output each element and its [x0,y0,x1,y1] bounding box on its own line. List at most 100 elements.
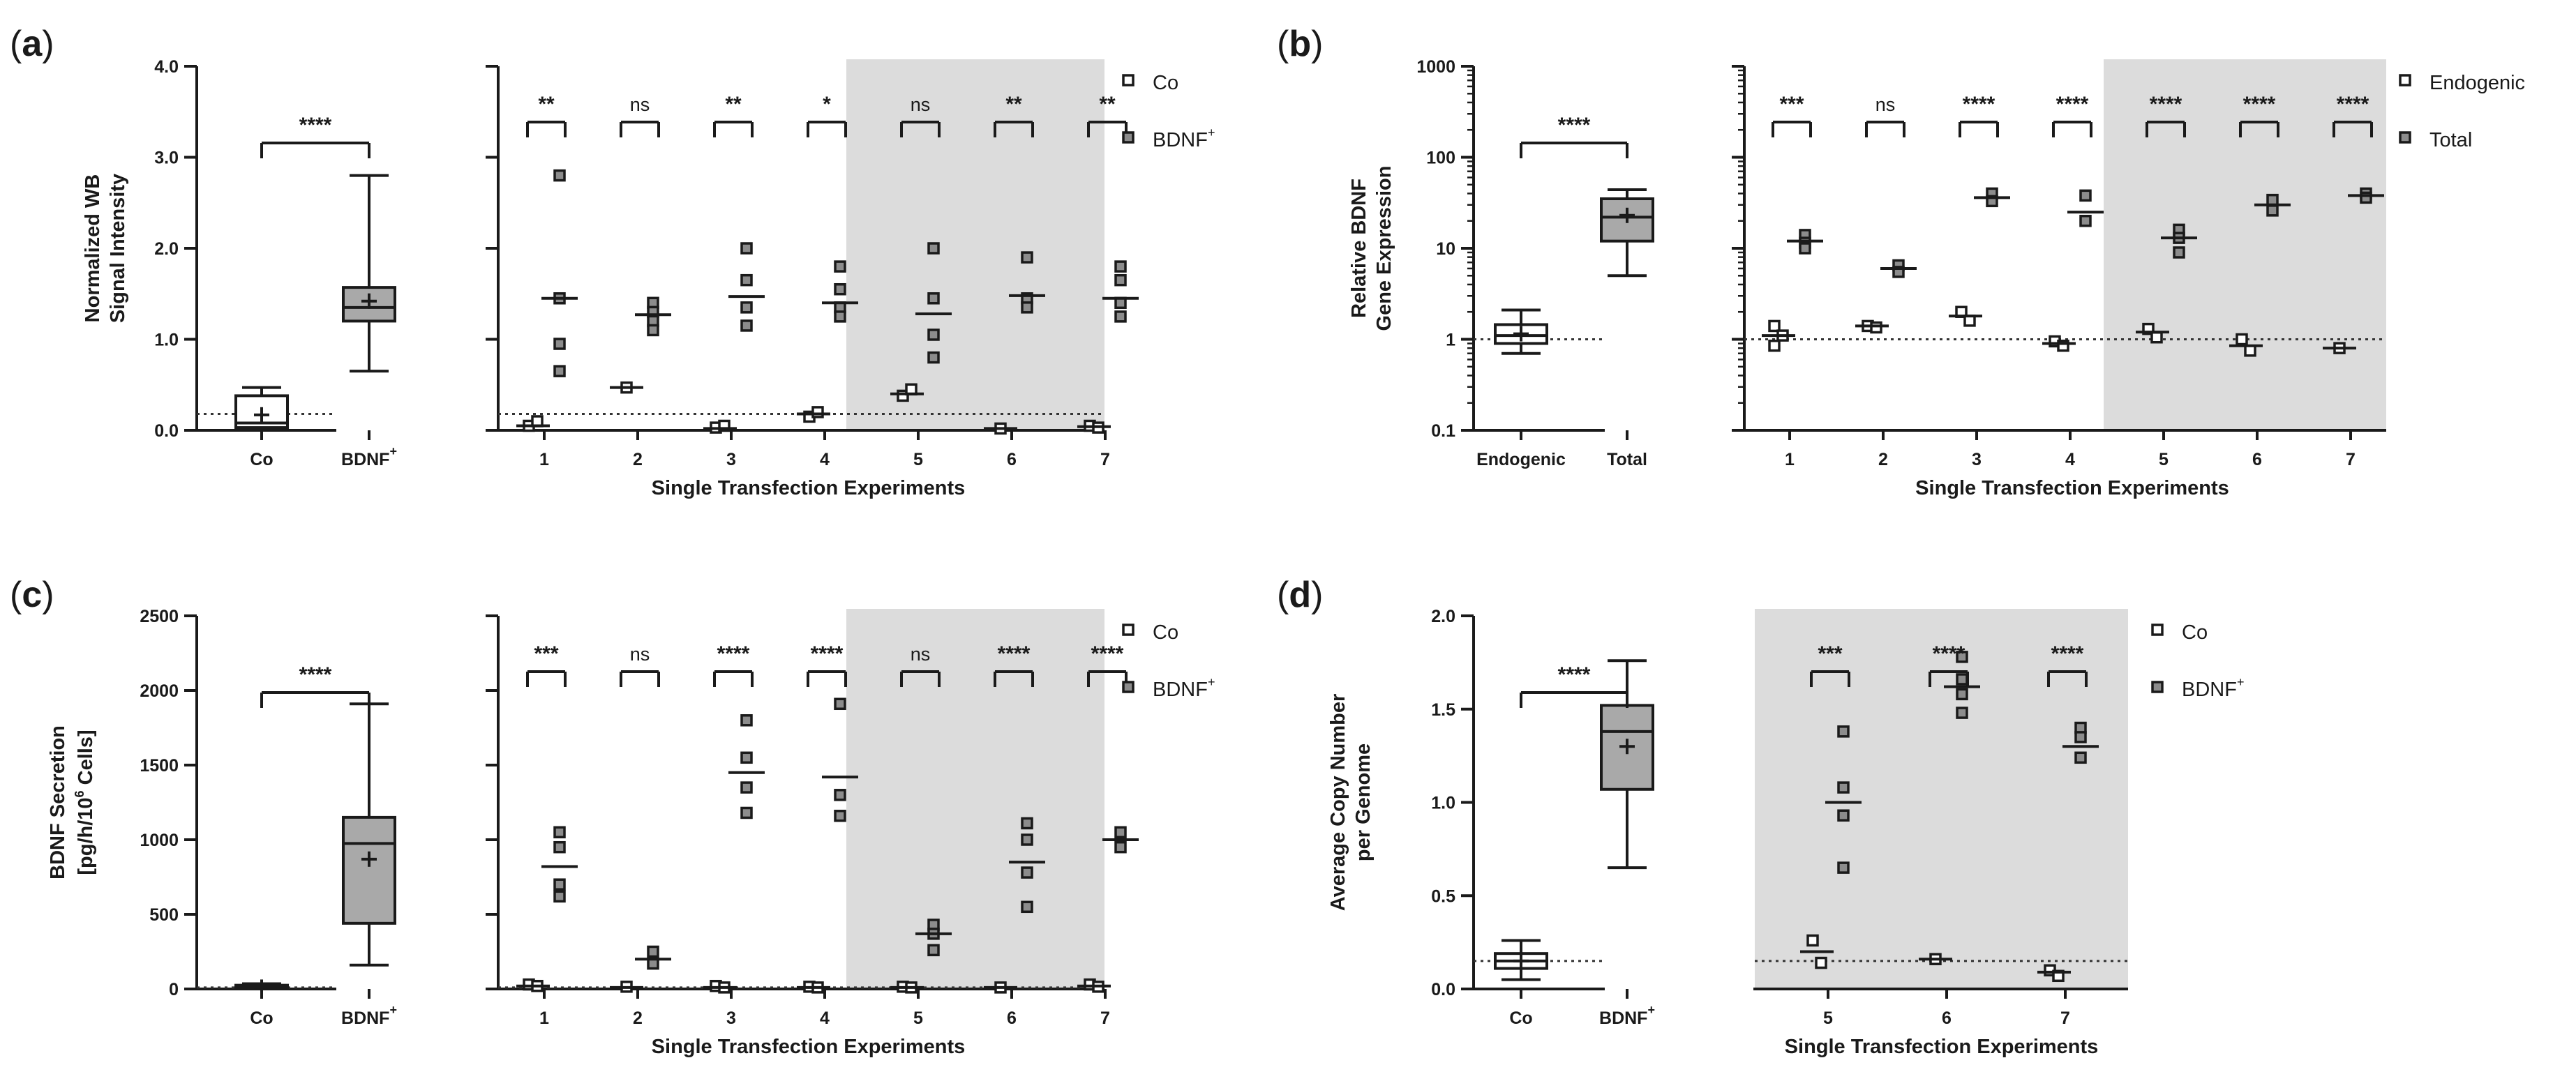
chart-a-experiments-exp-5-bdnf-point [927,351,940,364]
panel-label-d-letter: d [1289,575,1311,615]
chart-a-experiments-exp-5-bdnf-point [927,328,940,341]
chart-b-experiments-legend-label-bdnf: Total [2429,129,2472,151]
chart-b-experiments-exp-4-bdnf-point [2079,214,2092,227]
chart-c-summary-y-tick-label: 2000 [140,681,179,701]
chart-c-experiments-legend-label-control: Co [1153,621,1178,644]
chart-c-summary-y-tick-label: 2500 [140,607,179,626]
chart-b-experiments-exp-3-significance-label: **** [1963,93,1995,116]
chart-b-experiments-x-label: Single Transfection Experiments [1915,477,2229,499]
chart-c-summary-y-label-part-pre: [pg/h/10 [75,797,97,875]
chart-c-experiments-x-tick-label: 7 [1100,1008,1110,1028]
chart-b-summary-y-label: Relative BDNF Gene Expression [1348,166,1395,331]
chart-b-summary-x-tick-label-main: Endogenic [1476,450,1566,469]
chart-d-summary-y-tick-label: 1.0 [1431,794,1455,813]
chart-c-experiments-exp-1-significance-label: *** [534,642,558,665]
chart-d-experiments-exp-6-bdnf-point [1956,673,1968,686]
chart-d-experiments-exp-5-bdnf-point [1837,861,1850,874]
chart-a-summary-y-tick-label: 0.0 [154,421,179,441]
chart-a-experiments-x-tick-label: 5 [913,450,923,469]
chart-a-summary-y-tick-label: 4.0 [154,57,179,77]
chart-c-summary-x-tick-label-main: BDNF [341,1008,389,1028]
chart-b-experiments-exp-1-control-point [1768,339,1781,352]
chart-a-summary-y-label-line1: Normalized WB [82,174,104,323]
chart-a-experiments-exp-2-bdnf-point [647,324,659,337]
chart-b-summary-x-tick-label: Total [1607,450,1647,469]
chart-a-experiments-exp-6-bdnf-point [1021,301,1033,314]
chart-c-experiments-legend-label-bdnf: BDNF+ [1153,675,1215,701]
panel-label-b: (b) [1277,24,1323,64]
chart-b-experiments-legend-marker-control [2399,74,2411,86]
chart-b-experiments-exp-1-bdnf-point [1799,242,1811,255]
panel-label-b-open: ( [1277,24,1289,64]
chart-c-experiments-exp-3-bdnf-point [740,714,753,727]
chart-a-summary-y-tick-label: 3.0 [154,149,179,168]
chart-d-experiments-exp-5-bdnf-point [1837,781,1850,794]
chart-d-experiments-legend-label-control: Co [2182,621,2208,644]
chart-d-summary-y-label-line1: Average Copy Number [1327,694,1349,912]
chart-b-summary-y-tick-label: 1000 [1416,57,1455,77]
chart-b-experiments-exp-1-control-point [1768,319,1781,333]
chart-b-summary-significance-label: **** [1558,114,1591,137]
chart-b-experiments-exp-6-bdnf-point [2266,204,2279,217]
panel-label-c-close: ) [42,575,54,615]
chart-a-summary-y-label: Normalized WB Signal Intensity [82,174,129,323]
chart-a-experiments-exp-2-significance-label: ns [630,94,650,115]
chart-c-experiments-x-tick-label: 4 [820,1008,830,1028]
chart-a-experiments-exp-1-bdnf-point [553,169,566,182]
chart-c-experiments-x-label: Single Transfection Experiments [652,1036,966,1058]
chart-c-experiments-legend-marker-bdnf [1122,681,1135,693]
chart-a-experiments-exp-3-bdnf-point [740,301,753,314]
chart-c-experiments-exp-4-bdnf-point [834,697,846,711]
chart-a-experiments-legend-label-control-main: Co [1153,72,1178,94]
chart-a-experiments-exp-7-significance-label: ** [1099,93,1116,116]
chart-a-experiments-legend-label-bdnf-main: BDNF [1153,129,1208,151]
chart-d-summary-x-tick-label: BDNF+ [1599,1003,1655,1028]
chart-d-experiments-exp-5-bdnf-point [1837,809,1850,822]
chart-a-experiments-exp-4-bdnf-point [834,260,846,273]
chart-d-experiments-exp-6-bdnf-point [1956,707,1968,719]
chart-d-experiments-exp-5-control-point [1806,934,1819,947]
chart-c-experiments-legend-label-bdnf-main: BDNF [1153,679,1208,701]
chart-a-summary-x-tick-label-main: Co [250,450,273,469]
chart-c-summary-x-tick-label: BDNF+ [341,1003,397,1028]
chart-b-summary-y-label-line1: Relative BDNF [1348,179,1370,318]
chart-a-experiments-exp-1-significance-label: ** [538,93,555,116]
chart-c-experiments-shaded-region [846,609,1104,989]
chart-a-experiments-exp-1-bdnf-point [553,338,566,350]
chart-c-summary-box-bdnf-iqr [342,815,396,925]
chart-a-experiments-legend-label-bdnf-sup: + [1208,126,1215,139]
chart-c-experiments-exp-5-significance-label: ns [911,644,931,665]
panel-label-b-close: ) [1311,24,1323,64]
chart-d-experiments-exp-7-significance-label: **** [2051,642,2084,665]
chart-c-experiments-legend-marker-control [1122,624,1135,636]
chart-a-experiments-x-tick-label: 4 [820,450,830,469]
chart-d-experiments-exp-5-significance-label: *** [1818,642,1842,665]
chart-b-experiments-legend-marker-bdnf [2399,131,2411,144]
chart-b-experiments-x-tick-label: 4 [2065,450,2075,469]
chart-a-experiments-x-tick-label: 3 [726,450,736,469]
chart-a-experiments-exp-7-bdnf-point [1114,260,1127,273]
chart-a-experiments-exp-7-bdnf-point [1114,273,1127,287]
panel-label-d-open: ( [1277,575,1289,615]
chart-c-summary-y-label-part-sup: 6 [73,790,87,797]
chart-a-summary-x-tick-label-main: BDNF [341,450,389,469]
chart-c-experiments-exp-2-bdnf-point [647,945,659,958]
chart-c-experiments-exp-1-bdnf-point [553,890,566,903]
chart-d-summary-y-tick-label: 2.0 [1431,607,1455,626]
chart-d-experiments-exp-7-bdnf-point [2074,731,2087,743]
chart-d-experiments-x-tick-label: 5 [1823,1008,1833,1028]
chart-c-experiments-exp-7-bdnf-point [1114,826,1127,839]
panel-label-a-close: ) [42,24,54,64]
chart-d-experiments-x-tick-label: 7 [2060,1008,2070,1028]
chart-c-experiments-exp-3-bdnf-point [740,806,753,819]
chart-c-experiments-exp-3-bdnf-point [740,781,753,794]
chart-c-summary-y-tick-label: 1500 [140,756,179,776]
chart-a-experiments-legend-marker-bdnf [1122,131,1135,144]
chart-c-experiments-exp-4-bdnf-point [834,789,846,801]
chart-d-experiments-exp-5-control-point [1815,956,1827,969]
chart-d-summary-x-tick-label-main: Co [1509,1008,1532,1028]
chart-a-experiments-exp-4-bdnf-point [834,310,846,323]
chart-c-summary-x-tick-label: Co [250,1008,273,1028]
chart-b-summary-y-tick-label: 100 [1426,149,1455,168]
chart-b-experiments-exp-4-bdnf-point [2079,189,2092,202]
